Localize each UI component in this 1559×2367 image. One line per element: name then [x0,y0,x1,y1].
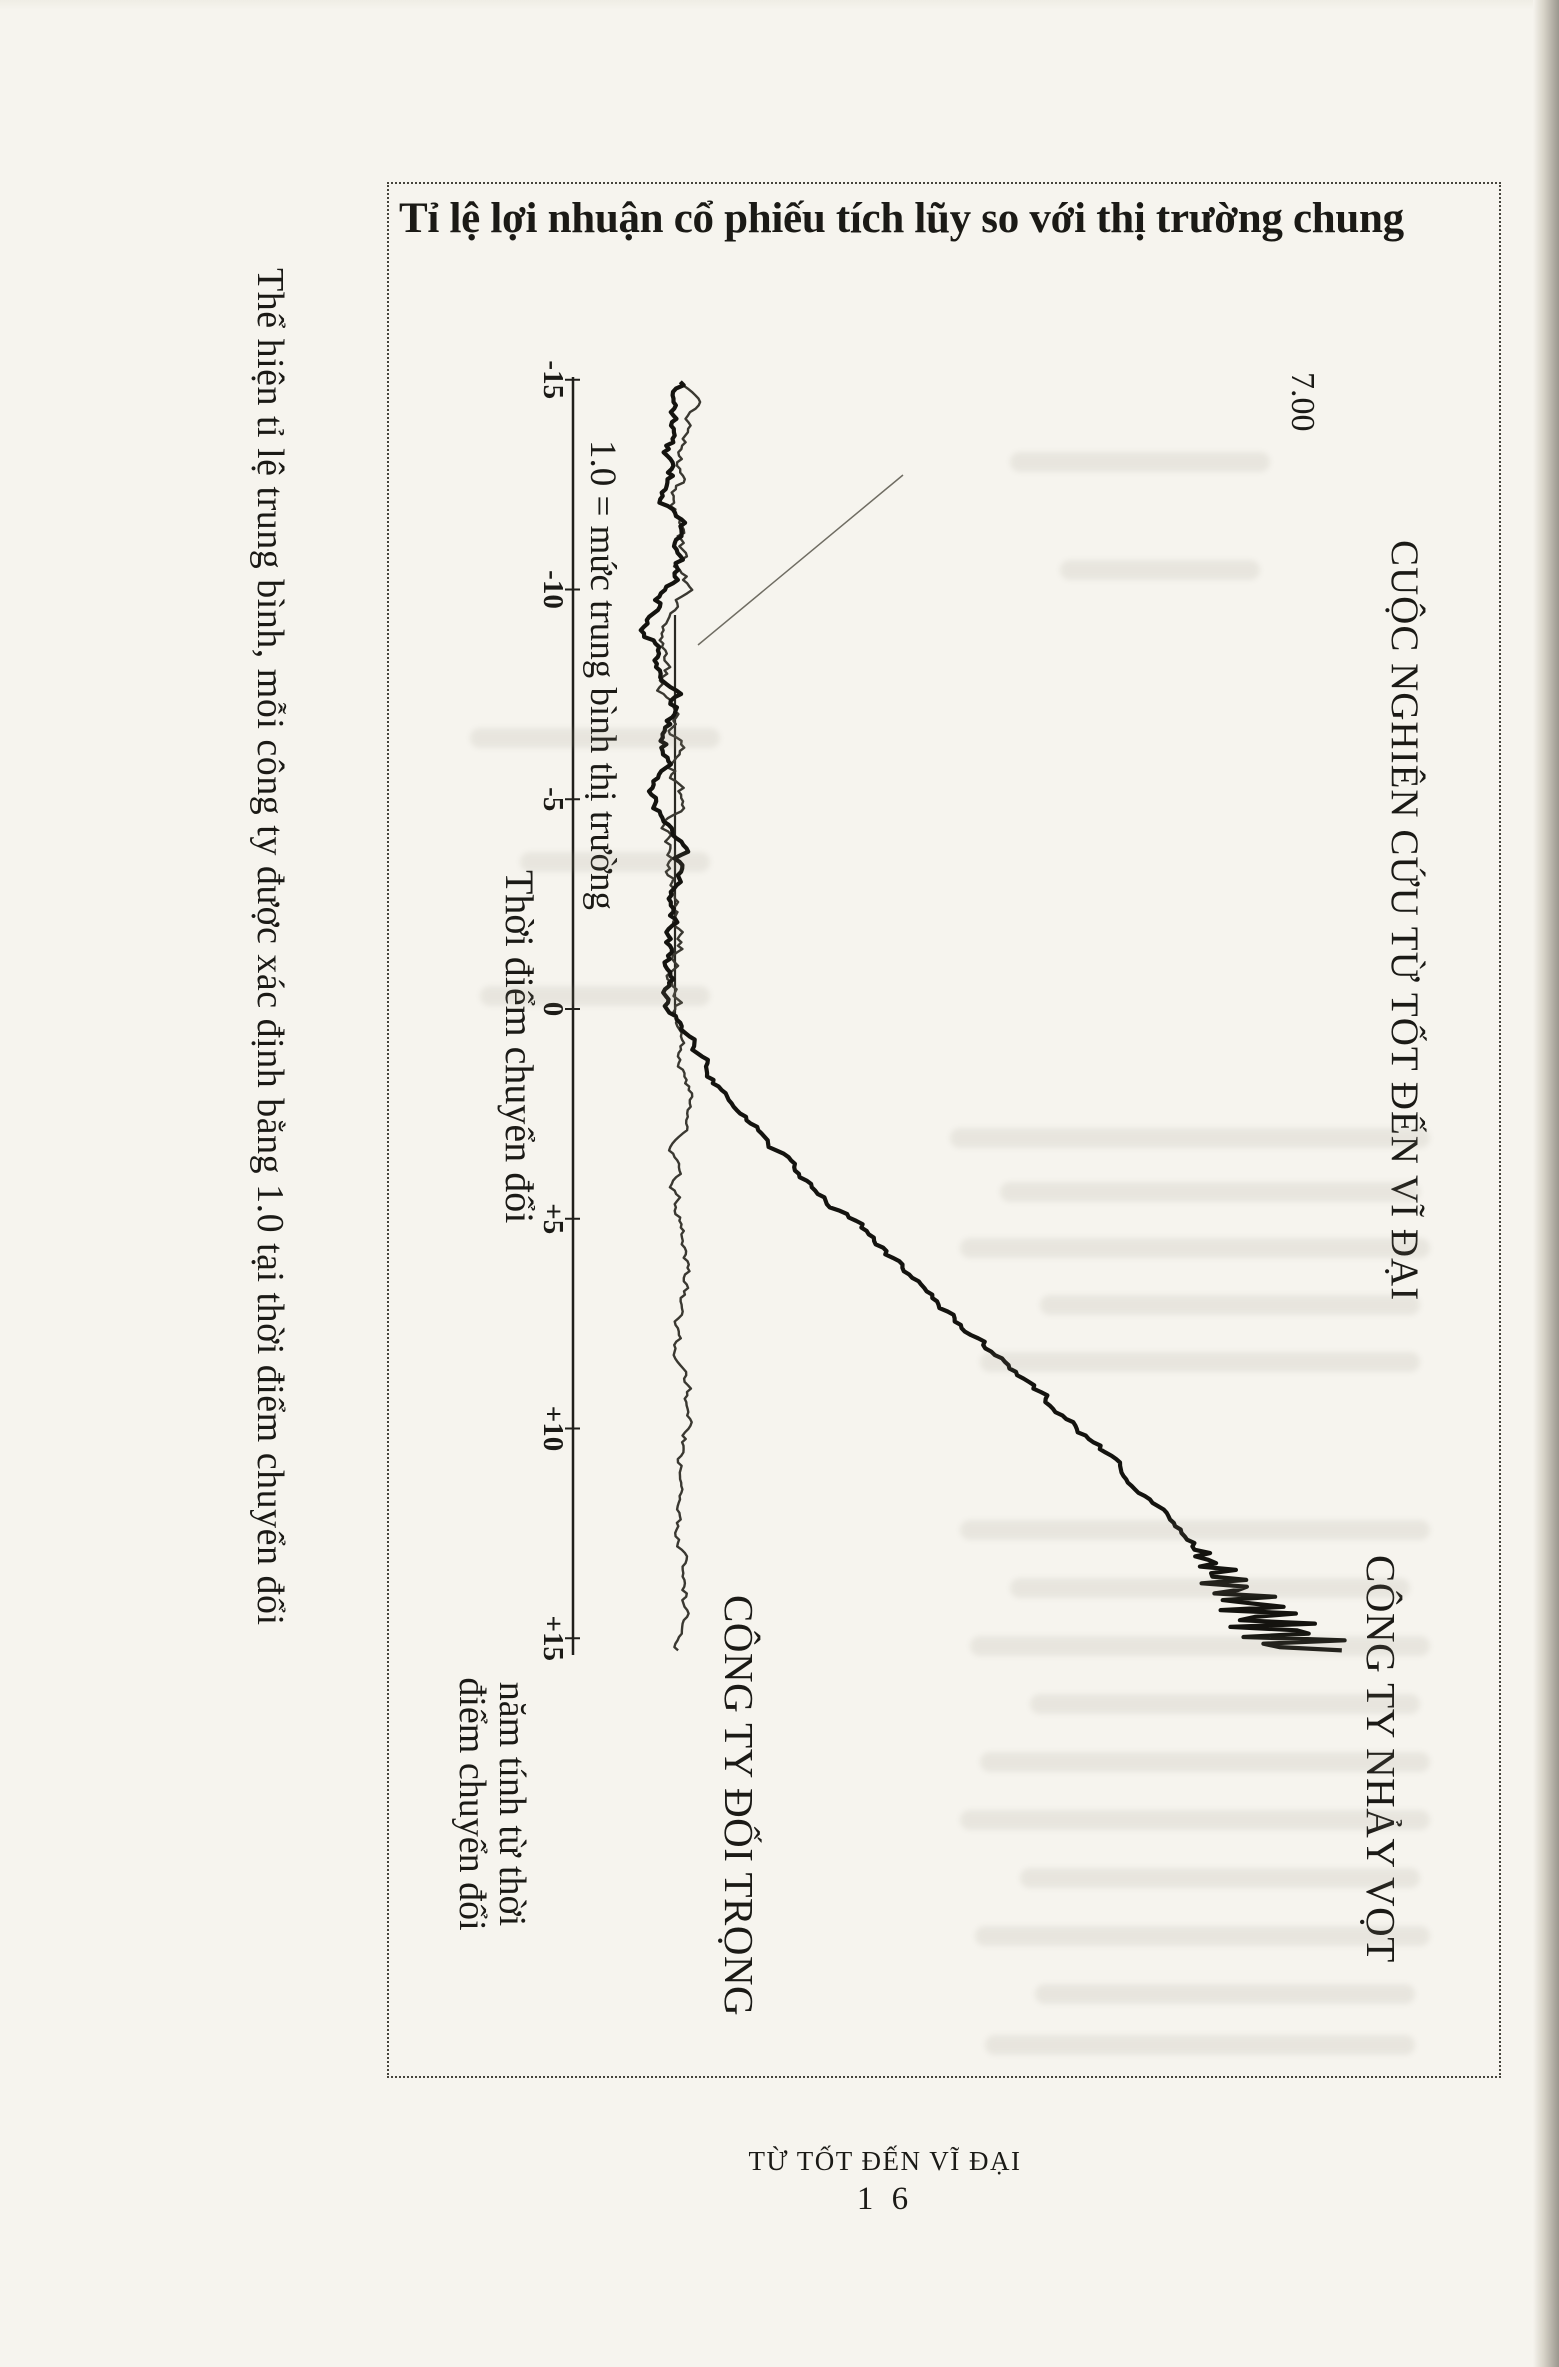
bleed-through-line [985,2035,1415,2055]
scan-shadow-right [1533,0,1559,2367]
x-tick-label: +10 [537,1405,569,1452]
x-tick-label: -10 [537,570,569,609]
x-axis-label: năm tính từ thời điểm chuyển đổi [451,1618,533,1990]
good-to-great-curve [638,380,1347,1653]
bleed-through-line [1060,560,1260,580]
bleed-through-line [1020,1868,1420,1888]
bleed-through-line [520,852,710,872]
footer-book-title: TỪ TỐT ĐẾN VĨ ĐẠI [748,2146,1022,2176]
bleed-through-line [960,1520,1430,1540]
market-baseline-label: 1.0 = mức trung bình thị trường [582,440,623,911]
bleed-through-line [980,1752,1430,1772]
page-footer: TỪ TỐT ĐẾN VĨ ĐẠI 1 6 [585,2146,1185,2218]
figure-border-box [387,182,1501,2078]
chart-title: Tỉ lệ lợi nhuận cổ phiếu tích lũy so với… [399,195,1404,242]
bleed-through-line [950,1128,1430,1148]
bleed-through-line [970,1636,1430,1656]
bleed-through-line [960,1810,1430,1830]
bleed-through-line [1030,1694,1420,1714]
bleed-through-line [1010,452,1270,472]
page-number: 1 6 [856,2181,914,2217]
bleed-through-line [470,728,720,748]
series-label-comparison: CÔNG TY ĐỐI TRỌNG [716,1595,762,2017]
bleed-through-line [1010,1578,1410,1598]
chart-canvas [565,377,1347,1655]
x-axis-label-line1: năm tính từ thời [491,1681,533,1927]
bleed-through-line [1040,1295,1420,1315]
x-tick-label: +5 [537,1203,569,1235]
x-axis-label-line2: điểm chuyển đổi [451,1677,494,1931]
figure-caption-vertical: Thể hiện tỉ lệ trung bình, mỗi công ty đ… [249,268,291,1626]
bleed-through-line [1035,1984,1415,2004]
scan-shadow-top [0,0,1559,10]
rotated-chart-area: CUỘC NGHIÊN CỨU TỪ TỐT ĐẾN VĨ ĐẠI 7.00 C… [389,266,1495,2072]
bleed-through-line [480,986,710,1006]
x-tick-label: -15 [537,360,569,400]
bleed-through-line [975,1926,1430,1946]
bleed-through-line [960,1238,1430,1258]
stray-mark [697,474,904,646]
x-tick-label: +15 [537,1615,569,1662]
bleed-through-line [980,1352,1420,1372]
x-tick-label: -5 [537,787,569,812]
bleed-through-line [1000,1182,1420,1202]
y-axis-max-label: 7.00 [1284,372,1321,432]
x-tick-label: 0 [537,1001,569,1017]
